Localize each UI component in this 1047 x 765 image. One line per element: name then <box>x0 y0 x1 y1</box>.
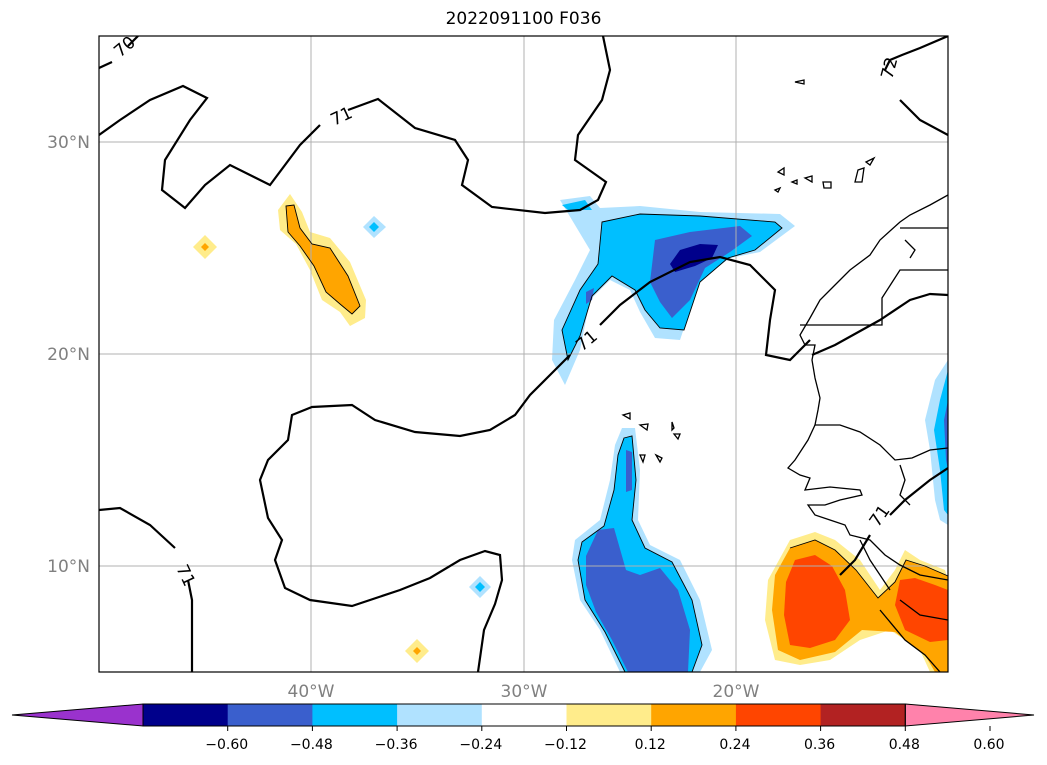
coast-interior-1 <box>800 269 948 326</box>
neg-region-north-small <box>586 288 594 304</box>
outline-north <box>561 213 783 362</box>
lat-label-10n: 10°N <box>47 557 90 577</box>
coast-africa <box>799 194 948 461</box>
contour-72 <box>884 36 948 136</box>
neg-region-east-medium <box>944 400 948 470</box>
colorbar-tick-label: 0.36 <box>804 737 835 753</box>
neg-region-south-streak <box>626 450 632 492</box>
colorbar-tick-label: −0.36 <box>375 737 418 753</box>
colorbar-segment <box>820 704 906 726</box>
lon-label-30w: 30°W <box>501 682 548 702</box>
map-content: 70 71 71 72 71 71 <box>99 36 948 672</box>
colorbar-segment <box>651 704 737 726</box>
anomaly-outlines <box>285 204 948 672</box>
cape-verde-islands <box>621 412 681 464</box>
neg-region-south-medium <box>586 528 690 672</box>
colorbar-segment <box>143 704 229 726</box>
colorbar-segment <box>227 704 313 726</box>
coast-interior-3 <box>904 239 916 259</box>
colorbar-tick-label: 0.12 <box>635 737 666 753</box>
colorbar-segment <box>566 704 652 726</box>
contour-71-east <box>811 292 948 357</box>
canary-islands <box>773 156 876 193</box>
lon-label-20w: 20°W <box>713 682 760 702</box>
contour-70 <box>99 36 139 69</box>
lon-label-40w: 40°W <box>288 682 335 702</box>
colorbar-extend-low <box>11 703 144 727</box>
graticule <box>99 36 948 672</box>
coast-africa-west <box>786 424 948 581</box>
coast-interior-7 <box>879 609 941 672</box>
colorbar-tick-label: −0.12 <box>544 737 587 753</box>
colorbar-segment <box>481 704 567 726</box>
map-title: 2022091100 F036 <box>445 9 602 29</box>
coast-interior-6 <box>899 599 948 621</box>
coastlines <box>621 79 948 672</box>
colorbar-segment <box>735 704 822 726</box>
neg-dot-1-core <box>369 222 379 232</box>
pos-region-africa-red-2 <box>895 578 948 642</box>
neg-dot-2-core <box>475 582 485 592</box>
anomaly-fields <box>193 194 948 672</box>
pos-region-africa-red-1 <box>784 555 850 648</box>
neg-region-east-light <box>934 370 948 515</box>
outline-africa <box>789 539 948 599</box>
pos-region-west-orange <box>286 205 360 314</box>
colorbar-tick-label: −0.60 <box>205 737 248 753</box>
pos-dot-2-core <box>413 647 421 655</box>
colorbar: −0.60 −0.48 −0.36 −0.24 −0.12 0.12 0.24 0.36 0.4… <box>11 703 1035 753</box>
contour-71-north <box>99 36 612 215</box>
colorbar-tick-label: −0.48 <box>290 737 333 753</box>
lat-label-20n: 20°N <box>47 345 90 365</box>
outline-south <box>577 435 703 672</box>
colorbar-frame <box>142 703 906 727</box>
outline-west <box>285 204 361 315</box>
madeira-island <box>794 79 805 85</box>
neg-region-north-medium <box>650 226 752 318</box>
height-contours <box>99 36 948 672</box>
map-frame <box>98 35 949 673</box>
colorbar-tick-label: 0.48 <box>889 737 920 753</box>
colorbar-segment <box>397 704 483 726</box>
contour-71-southeast <box>839 467 948 576</box>
lat-label-30n: 30°N <box>47 133 90 153</box>
coast-interior-5 <box>859 539 891 591</box>
colorbar-segment <box>312 704 398 726</box>
colorbar-tick-label: 0.60 <box>973 737 1004 753</box>
colorbar-tick-label: −0.24 <box>459 737 502 753</box>
colorbar-extend-high <box>904 703 1035 727</box>
pos-dot-1-core <box>201 243 209 251</box>
colorbar-tick-label: 0.24 <box>719 737 750 753</box>
contour-71-main <box>99 255 811 672</box>
